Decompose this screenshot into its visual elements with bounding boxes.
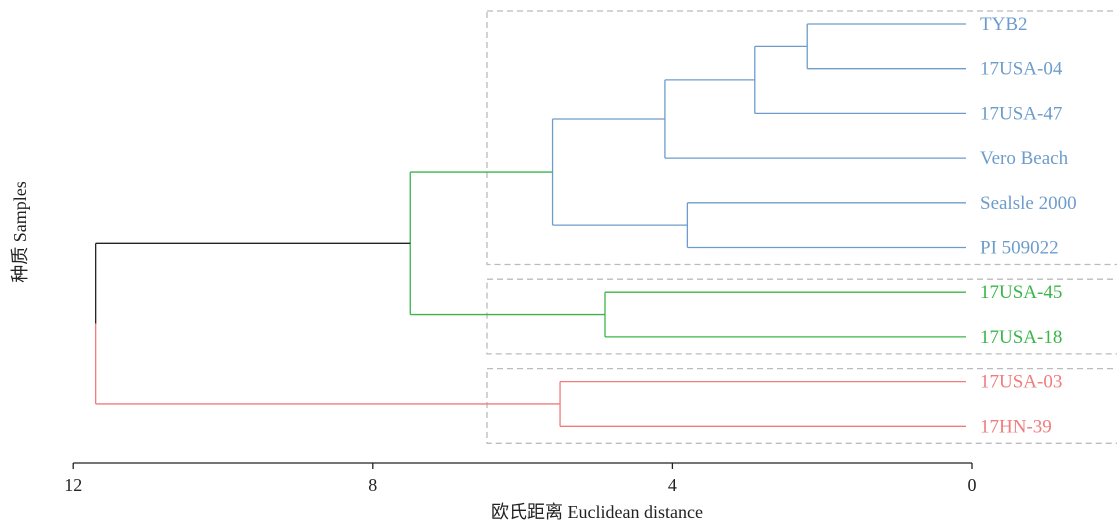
merge-m8 [559,380,966,427]
merge-m5 [551,118,688,226]
cluster-boxes [486,10,1117,444]
leaf-label-17usa-18: 17USA-18 [980,327,1062,348]
dendrogram-branches [95,23,966,427]
merge-m7 [409,171,605,316]
x-tick-label: 8 [368,475,377,495]
merge-m1 [806,23,966,70]
cluster-box-green [486,278,1117,355]
leaf-label-17usa-47: 17USA-47 [980,103,1062,124]
x-axis-title: 欧氏距离 Euclidean distance [491,502,703,522]
merge-m6 [604,291,966,338]
x-tick-label: 4 [668,475,677,495]
y-axis-title: 种质 Samples [10,181,30,283]
leaf-label-tyb2: TYB2 [980,14,1028,35]
leaf-label-17usa-04: 17USA-04 [980,59,1063,80]
merge-m9 [95,242,561,405]
cluster-box-blue [486,10,1117,266]
cluster-box-red [486,367,1117,444]
x-tick-label: 12 [64,475,82,495]
x-tick-label: 0 [968,475,977,495]
leaf-label-vero-beach: Vero Beach [980,148,1069,169]
x-axis: 12 8 4 0 [64,462,977,495]
merge-m4 [686,202,966,249]
leaf-label-17usa-45: 17USA-45 [980,282,1062,303]
merge-m2 [754,45,966,115]
leaf-label-sealsle-2000: Sealsle 2000 [980,193,1077,214]
leaf-label-pi-509022: PI 509022 [980,238,1059,259]
leaf-label-17usa-03: 17USA-03 [980,372,1062,393]
leaf-label-17hn-39: 17HN-39 [980,416,1052,437]
merge-m3 [664,79,966,159]
leaf-labels: TYB2 17USA-04 17USA-47 Vero Beach Sealsle 20… [980,14,1077,437]
